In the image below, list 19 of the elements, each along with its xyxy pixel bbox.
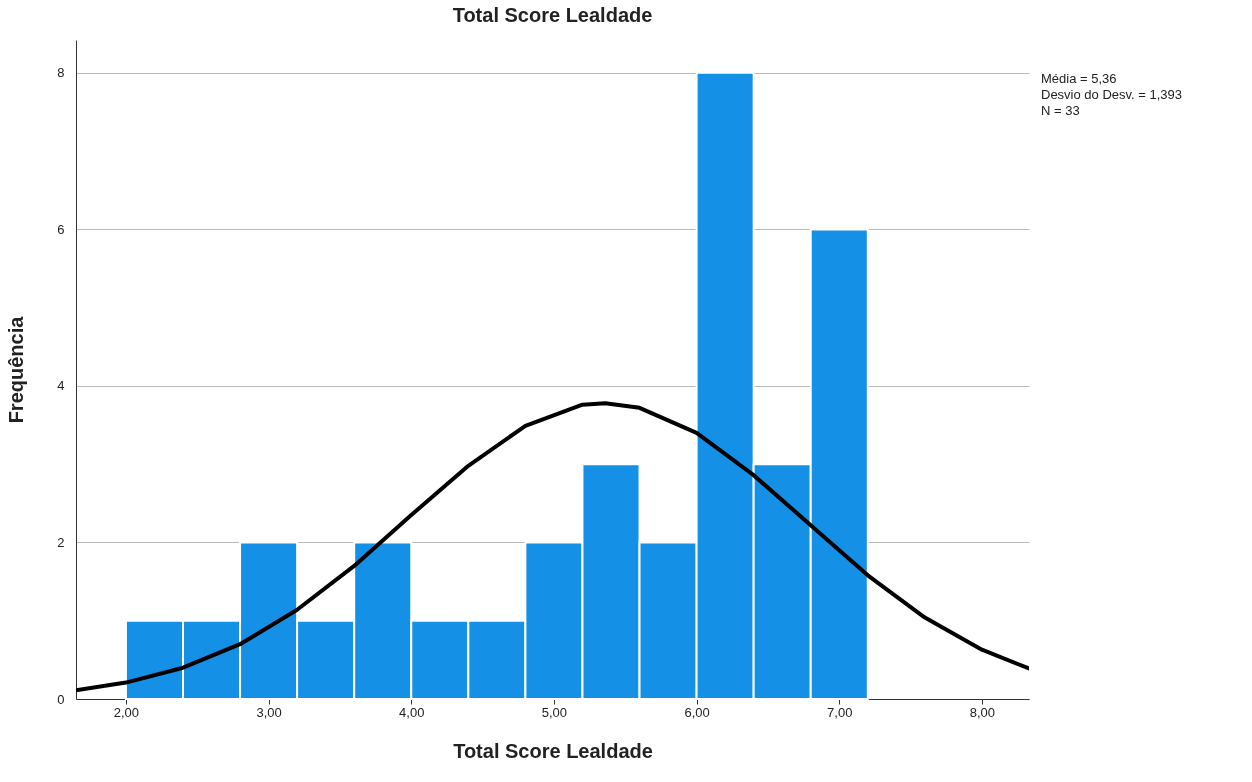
y-axis-title: Frequência	[5, 315, 28, 424]
x-tick-label: 2,00	[113, 704, 140, 720]
x-tick-label: 7,00	[827, 704, 853, 720]
line-series	[76, 401, 1029, 693]
x-tick-label: 5,00	[541, 704, 568, 720]
chart-title: Total Score Lealdade	[452, 4, 653, 26]
y-tick-label: 6	[57, 221, 65, 237]
x-tick-label: 8,00	[969, 704, 996, 720]
x-tick-label: 3,00	[256, 704, 282, 720]
text: Desvio do Desv. = 1,393	[1041, 87, 1183, 102]
text: Média = 5,36	[1041, 71, 1117, 86]
y-tick-label: 0	[57, 691, 65, 707]
y-tick-label: 2	[57, 534, 65, 550]
x-tick-label: 6,00	[684, 704, 710, 720]
text: N = 33	[1041, 103, 1080, 118]
x-tick-label: 4,00	[399, 704, 425, 720]
y-tick-label: 4	[57, 378, 65, 394]
x-axis-title: Total Score Lealdade	[453, 739, 653, 762]
y-tick-label: 8	[57, 65, 65, 81]
